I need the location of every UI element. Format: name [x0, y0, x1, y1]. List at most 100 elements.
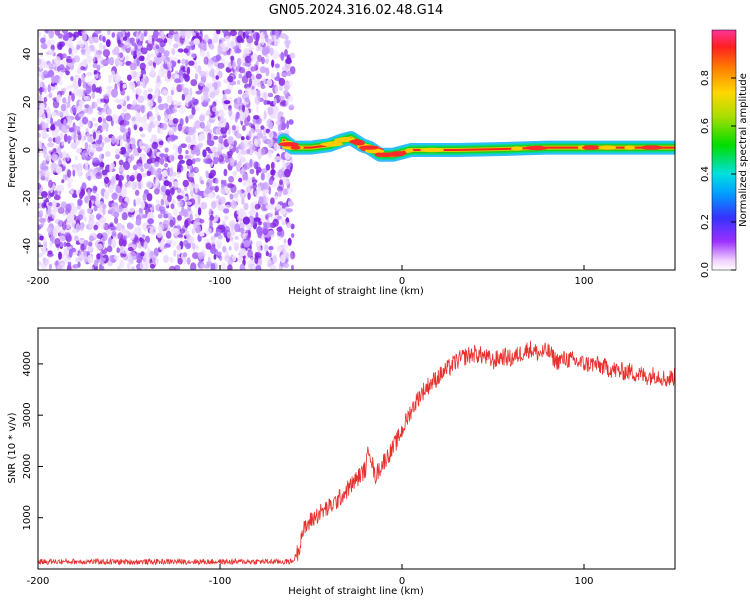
noise-blob — [93, 36, 99, 43]
noise-blob — [290, 251, 296, 260]
noise-blob — [38, 108, 45, 115]
noise-blob — [200, 201, 208, 210]
noise-blob — [182, 258, 187, 264]
noise-blob — [153, 120, 160, 127]
noise-blob — [179, 228, 186, 234]
noise-blob — [168, 38, 172, 47]
signal-hotspot — [640, 145, 663, 150]
noise-blob — [84, 195, 89, 204]
noise-blob — [209, 245, 216, 254]
noise-blob — [151, 134, 157, 140]
noise-blob — [273, 30, 281, 37]
noise-blob — [182, 87, 189, 94]
noise-blob — [185, 135, 192, 144]
noise-blob — [54, 184, 60, 191]
noise-blob — [176, 164, 184, 173]
noise-blob — [53, 231, 58, 238]
noise-blob — [102, 36, 106, 43]
colorbar-tick-label: 0.4 — [700, 166, 711, 182]
noise-blob — [72, 264, 80, 269]
noise-blob — [129, 81, 136, 91]
noise-blob — [126, 148, 132, 153]
noise-blob — [270, 72, 275, 80]
noise-blob — [263, 92, 268, 101]
signal-hotspot — [290, 145, 301, 150]
noise-blob — [263, 99, 268, 106]
noise-blob — [120, 201, 128, 209]
noise-blob — [135, 71, 142, 78]
noise-blob — [84, 141, 89, 151]
noise-blob — [280, 208, 286, 215]
noise-blob — [158, 140, 164, 146]
spectrogram-x-axis-label: Height of straight line (km) — [288, 286, 424, 297]
noise-blob — [41, 246, 47, 255]
noise-blob — [257, 54, 263, 63]
noise-blob — [213, 155, 219, 165]
noise-blob — [173, 33, 180, 42]
noise-blob — [230, 55, 235, 61]
snr-x-axis-label: Height of straight line (km) — [288, 586, 424, 597]
noise-blob — [246, 35, 254, 44]
noise-blob — [275, 35, 279, 40]
noise-blob — [101, 169, 108, 176]
noise-blob — [86, 55, 93, 64]
noise-blob — [67, 261, 72, 266]
noise-blob — [173, 151, 179, 161]
noise-blob — [248, 122, 252, 127]
noise-blob — [162, 169, 168, 177]
noise-blob — [181, 34, 186, 39]
noise-blob — [154, 90, 160, 97]
noise-blob — [234, 116, 238, 123]
noise-blob — [135, 189, 140, 196]
noise-blob — [187, 172, 195, 178]
noise-blob — [101, 153, 105, 159]
noise-blob — [234, 223, 240, 233]
noise-blob — [153, 188, 160, 195]
noise-blob — [95, 192, 100, 200]
noise-blob — [230, 222, 236, 230]
noise-blob — [261, 226, 269, 234]
noise-blob — [199, 70, 207, 78]
noise-blob — [188, 114, 194, 120]
noise-blob — [291, 264, 294, 270]
noise-blob — [164, 147, 169, 153]
spectrogram-signal-track — [276, 131, 675, 162]
noise-blob — [194, 106, 200, 112]
noise-blob — [131, 214, 135, 221]
noise-blob — [272, 50, 279, 60]
noise-blob — [169, 256, 174, 263]
noise-blob — [58, 64, 65, 71]
noise-blob — [197, 195, 201, 205]
noise-blob — [48, 30, 54, 39]
noise-blob — [104, 137, 111, 143]
noise-blob — [224, 35, 231, 42]
noise-blob — [108, 185, 114, 193]
noise-blob — [139, 237, 143, 243]
noise-blob — [226, 49, 231, 56]
noise-blob — [126, 95, 130, 102]
noise-blob — [39, 81, 43, 87]
noise-blob — [265, 67, 270, 77]
noise-blob — [200, 180, 204, 185]
noise-blob — [186, 30, 193, 34]
noise-blob — [241, 150, 247, 155]
noise-blob — [164, 59, 168, 65]
snr-axis-ticks: -200 -100 0 100 1000 2000 3000 4000 — [22, 351, 594, 587]
noise-blob — [167, 194, 172, 203]
noise-blob — [47, 142, 55, 148]
noise-blob — [61, 179, 65, 184]
noise-blob — [87, 189, 91, 198]
noise-blob — [143, 89, 148, 97]
noise-blob — [206, 122, 212, 127]
noise-blob — [67, 182, 72, 189]
noise-blob — [255, 265, 262, 270]
noise-blob — [65, 242, 71, 247]
noise-blob — [111, 230, 117, 237]
noise-blob — [47, 250, 53, 255]
noise-blob — [253, 161, 259, 170]
noise-blob — [60, 201, 67, 209]
noise-blob — [79, 191, 84, 200]
noise-blob — [188, 176, 195, 183]
noise-blob — [139, 62, 146, 71]
noise-blob — [231, 240, 236, 246]
